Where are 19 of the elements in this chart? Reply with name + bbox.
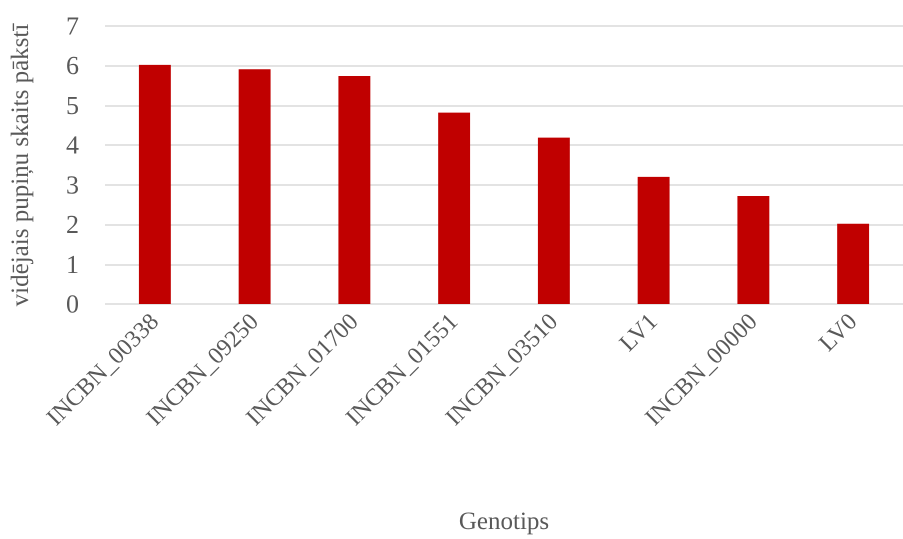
bar	[837, 224, 870, 304]
x-axis-title: Genotips	[458, 508, 550, 535]
x-tick-label: LV0	[814, 308, 862, 357]
y-tick-label: 2	[66, 210, 79, 240]
y-tick-label: 4	[66, 130, 79, 160]
bar	[438, 112, 470, 304]
y-tick-label: 6	[66, 51, 79, 80]
bar	[638, 176, 670, 304]
y-tick-label: 7	[66, 12, 79, 40]
bar	[338, 76, 370, 304]
y-axis-title: vidējais pupiņu skaits pākstī	[7, 22, 34, 306]
bar	[138, 64, 171, 304]
y-tick-label: 0	[66, 290, 79, 318]
y-tick-label: 5	[66, 90, 79, 120]
bar	[538, 138, 570, 304]
bar	[737, 196, 770, 304]
y-tick-label: 1	[66, 250, 79, 279]
y-tick-label: 3	[66, 170, 79, 200]
bar	[238, 69, 271, 304]
